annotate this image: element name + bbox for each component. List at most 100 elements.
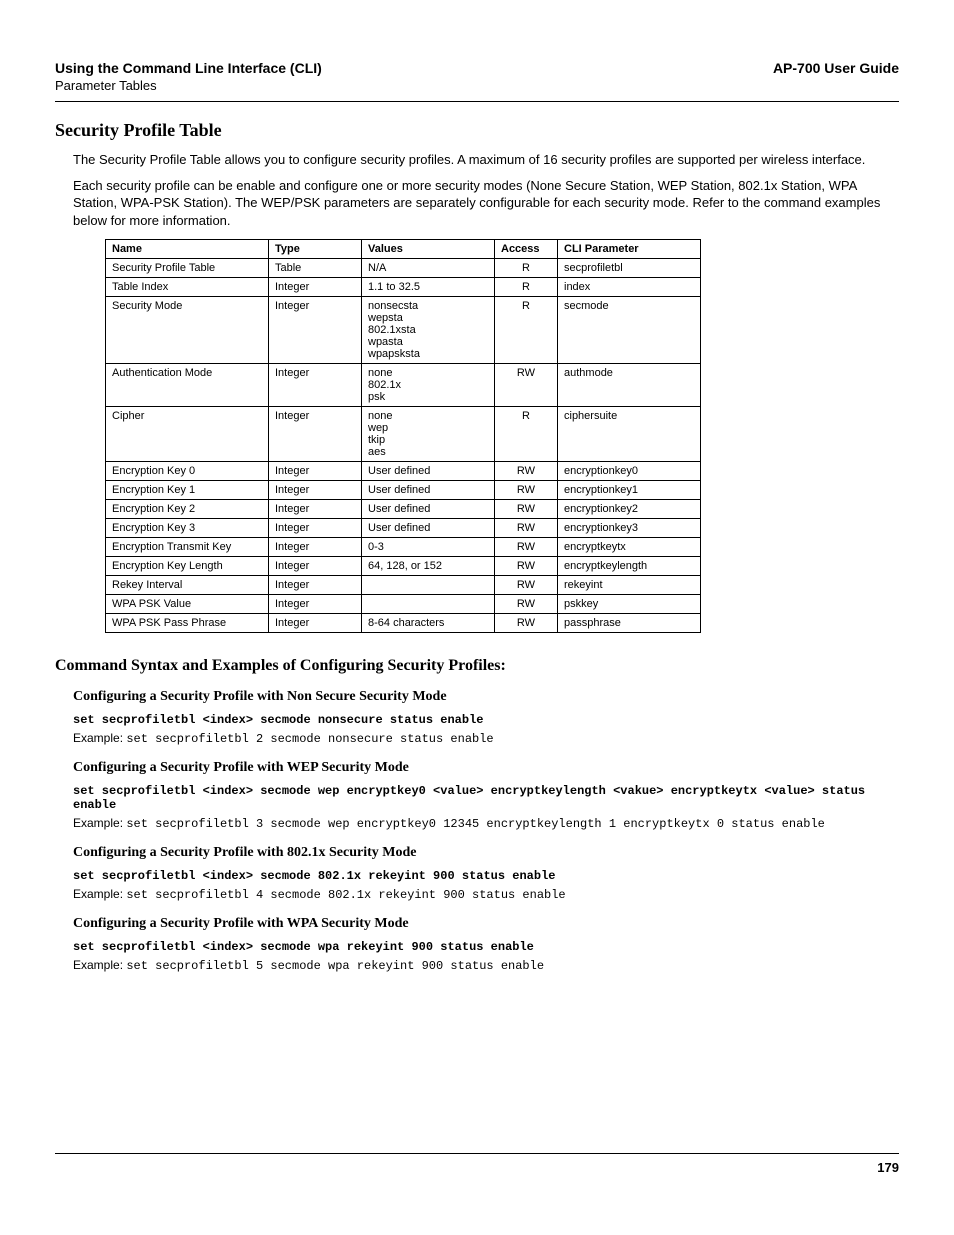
table-cell: Integer <box>269 407 362 462</box>
col-values: Values <box>362 240 495 259</box>
table-cell: User defined <box>362 500 495 519</box>
table-cell: Integer <box>269 462 362 481</box>
table-cell: Rekey Interval <box>106 576 269 595</box>
table-cell: Integer <box>269 481 362 500</box>
col-cli: CLI Parameter <box>558 240 701 259</box>
table-cell: WPA PSK Pass Phrase <box>106 614 269 633</box>
example-code: set secprofiletbl 5 secmode wpa rekeyint… <box>126 959 544 973</box>
table-cell: Encryption Transmit Key <box>106 538 269 557</box>
table-cell: 1.1 to 32.5 <box>362 278 495 297</box>
table-row: Encryption Key 1IntegerUser definedRWenc… <box>106 481 701 500</box>
table-cell: encryptionkey3 <box>558 519 701 538</box>
table-cell: RW <box>495 576 558 595</box>
table-cell: passphrase <box>558 614 701 633</box>
table-cell: encryptionkey0 <box>558 462 701 481</box>
section-title: Security Profile Table <box>55 120 899 141</box>
example-line: Example: set secprofiletbl 3 secmode wep… <box>73 816 899 831</box>
table-header-row: Name Type Values Access CLI Parameter <box>106 240 701 259</box>
table-cell: RW <box>495 557 558 576</box>
table-cell <box>362 576 495 595</box>
table-cell: Cipher <box>106 407 269 462</box>
table-cell: none wep tkip aes <box>362 407 495 462</box>
intro-para-2: Each security profile can be enable and … <box>73 177 899 230</box>
table-row: Security Profile TableTableN/ARsecprofil… <box>106 259 701 278</box>
table-cell: Encryption Key Length <box>106 557 269 576</box>
table-cell: RW <box>495 614 558 633</box>
table-cell: RW <box>495 595 558 614</box>
table-cell: RW <box>495 519 558 538</box>
intro-para-1: The Security Profile Table allows you to… <box>73 151 899 169</box>
table-row: Encryption Transmit KeyInteger0-3RWencry… <box>106 538 701 557</box>
table-cell: RW <box>495 500 558 519</box>
table-cell: Integer <box>269 500 362 519</box>
table-cell: Integer <box>269 595 362 614</box>
syntax-heading: Command Syntax and Examples of Configuri… <box>55 657 899 675</box>
config-title: Configuring a Security Profile with Non … <box>73 689 899 705</box>
col-access: Access <box>495 240 558 259</box>
table-cell: User defined <box>362 519 495 538</box>
table-cell: Encryption Key 3 <box>106 519 269 538</box>
table-cell: 0-3 <box>362 538 495 557</box>
header-right: AP-700 User Guide <box>773 60 899 76</box>
table-cell: R <box>495 278 558 297</box>
table-row: Encryption Key LengthInteger64, 128, or … <box>106 557 701 576</box>
table-row: WPA PSK Pass PhraseInteger8-64 character… <box>106 614 701 633</box>
config-title: Configuring a Security Profile with WEP … <box>73 760 899 776</box>
example-line: Example: set secprofiletbl 4 secmode 802… <box>73 887 899 902</box>
table-cell: Integer <box>269 557 362 576</box>
table-cell: Authentication Mode <box>106 364 269 407</box>
example-code: set secprofiletbl 4 secmode 802.1x rekey… <box>126 888 565 902</box>
table-row: Authentication ModeIntegernone 802.1x ps… <box>106 364 701 407</box>
page-header: Using the Command Line Interface (CLI) A… <box>55 60 899 76</box>
table-cell: Security Mode <box>106 297 269 364</box>
footer-rule <box>55 1153 899 1154</box>
command-syntax: set secprofiletbl <index> secmode 802.1x… <box>73 869 899 883</box>
header-sub: Parameter Tables <box>55 78 899 93</box>
table-cell: User defined <box>362 481 495 500</box>
table-cell: authmode <box>558 364 701 407</box>
command-syntax: set secprofiletbl <index> secmode wep en… <box>73 784 899 812</box>
table-cell: User defined <box>362 462 495 481</box>
example-code: set secprofiletbl 3 secmode wep encryptk… <box>126 817 825 831</box>
example-line: Example: set secprofiletbl 5 secmode wpa… <box>73 958 899 973</box>
table-cell: Encryption Key 2 <box>106 500 269 519</box>
example-line: Example: set secprofiletbl 2 secmode non… <box>73 731 899 746</box>
table-cell: Integer <box>269 297 362 364</box>
example-label: Example: <box>73 887 126 901</box>
example-code: set secprofiletbl 2 secmode nonsecure st… <box>126 732 493 746</box>
table-cell: R <box>495 259 558 278</box>
table-cell: Encryption Key 0 <box>106 462 269 481</box>
table-cell: Security Profile Table <box>106 259 269 278</box>
table-cell: RW <box>495 462 558 481</box>
table-row: Security ModeIntegernonsecsta wepsta 802… <box>106 297 701 364</box>
table-row: Encryption Key 3IntegerUser definedRWenc… <box>106 519 701 538</box>
table-cell: nonsecsta wepsta 802.1xsta wpasta wpapsk… <box>362 297 495 364</box>
table-cell: encryptionkey1 <box>558 481 701 500</box>
table-cell: index <box>558 278 701 297</box>
header-rule <box>55 101 899 102</box>
table-cell: 64, 128, or 152 <box>362 557 495 576</box>
table-cell: Integer <box>269 364 362 407</box>
table-cell: ciphersuite <box>558 407 701 462</box>
table-cell: N/A <box>362 259 495 278</box>
table-cell: Encryption Key 1 <box>106 481 269 500</box>
security-profile-table: Name Type Values Access CLI Parameter Se… <box>105 239 701 633</box>
table-cell: Integer <box>269 614 362 633</box>
table-row: WPA PSK ValueIntegerRWpskkey <box>106 595 701 614</box>
command-syntax: set secprofiletbl <index> secmode wpa re… <box>73 940 899 954</box>
table-row: Table IndexInteger1.1 to 32.5Rindex <box>106 278 701 297</box>
header-left: Using the Command Line Interface (CLI) <box>55 60 322 76</box>
config-title: Configuring a Security Profile with 802.… <box>73 845 899 861</box>
col-type: Type <box>269 240 362 259</box>
table-cell: RW <box>495 481 558 500</box>
table-cell: none 802.1x psk <box>362 364 495 407</box>
table-cell: Table Index <box>106 278 269 297</box>
table-cell: Table <box>269 259 362 278</box>
table-cell: WPA PSK Value <box>106 595 269 614</box>
col-name: Name <box>106 240 269 259</box>
table-cell <box>362 595 495 614</box>
example-label: Example: <box>73 816 126 830</box>
table-row: Rekey IntervalIntegerRWrekeyint <box>106 576 701 595</box>
example-label: Example: <box>73 958 126 972</box>
table-cell: encryptkeylength <box>558 557 701 576</box>
